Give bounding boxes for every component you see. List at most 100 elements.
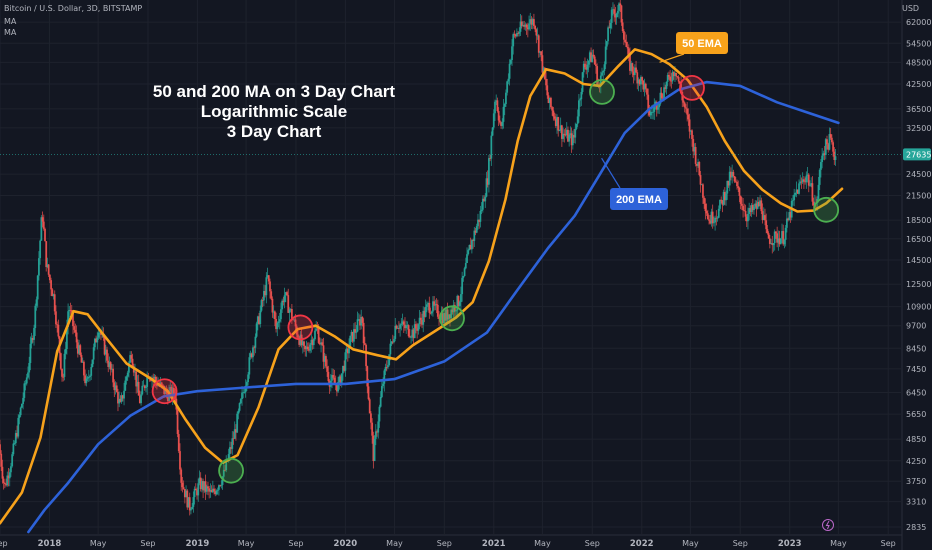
ema-200-pointer xyxy=(601,157,621,189)
x-tick-label: May xyxy=(830,539,847,548)
candle-body xyxy=(507,78,510,82)
candle-body xyxy=(590,52,592,63)
candle-body xyxy=(34,305,37,328)
candle-body xyxy=(351,331,354,342)
candle-body xyxy=(708,219,710,221)
candle-body xyxy=(169,387,172,391)
candle-body xyxy=(480,209,483,211)
candle-body xyxy=(2,478,5,484)
candle-body xyxy=(373,438,376,462)
candle-body xyxy=(618,3,620,11)
candle-body xyxy=(640,77,642,85)
candle-body xyxy=(131,358,134,367)
candle-body xyxy=(346,348,349,354)
candle-body xyxy=(810,183,813,186)
candle-body xyxy=(62,376,65,378)
candle-body xyxy=(771,243,774,246)
y-tick-label: 18500 xyxy=(906,216,931,225)
y-tick-label: 5650 xyxy=(906,410,926,419)
candle-body xyxy=(87,377,90,378)
candle-body xyxy=(97,332,100,338)
candle-body xyxy=(658,103,661,108)
candle-body xyxy=(595,64,597,67)
indicator-ma-1[interactable]: MA xyxy=(4,17,17,26)
candle-body xyxy=(445,309,448,321)
candle-body xyxy=(59,353,62,369)
lightning-icon xyxy=(822,519,834,531)
y-tick-label: 6450 xyxy=(906,389,926,398)
candle-body xyxy=(733,176,736,182)
candle-body xyxy=(310,339,313,345)
candle-body xyxy=(41,217,44,222)
candle-body xyxy=(396,327,399,329)
candle-body xyxy=(230,447,232,449)
candle-body xyxy=(74,329,77,333)
candle-body xyxy=(828,134,831,150)
candle-body xyxy=(100,332,102,335)
candle-body xyxy=(298,337,301,345)
candle-body xyxy=(96,337,99,343)
candle-body xyxy=(736,181,738,187)
candle-body xyxy=(255,323,258,337)
candle-body xyxy=(180,469,183,483)
x-tick-label: 2018 xyxy=(38,539,62,549)
candle-body xyxy=(757,201,760,207)
candle-body xyxy=(171,387,174,398)
axes: 62000 54500 48500 42500 36500 32500 24500 21500… xyxy=(0,18,931,549)
candle-body xyxy=(609,22,612,29)
candle-body xyxy=(75,332,78,343)
candle-body xyxy=(238,403,241,411)
candle-body xyxy=(663,87,665,99)
candle-body xyxy=(456,295,459,311)
candle-body xyxy=(65,326,68,349)
ema-50-label: 50 EMA xyxy=(682,38,722,50)
candle-body xyxy=(451,309,454,313)
candle-body xyxy=(239,399,242,404)
candle-body xyxy=(699,175,702,185)
candle-body xyxy=(432,301,434,312)
indicator-ma-2[interactable]: MA xyxy=(4,28,17,37)
y-tick-label: 2835 xyxy=(906,523,926,532)
candle-body xyxy=(677,77,680,82)
candle-body xyxy=(518,31,521,34)
candle-body xyxy=(616,10,619,14)
candle-body xyxy=(353,329,355,342)
candle-body xyxy=(678,81,681,84)
candle-body xyxy=(492,113,495,128)
candle-body xyxy=(272,311,275,313)
candle-body xyxy=(740,203,743,206)
candle-body xyxy=(125,376,128,381)
candle-body xyxy=(106,349,108,361)
candle-body xyxy=(558,130,561,132)
x-tick-label: 2022 xyxy=(630,539,654,549)
candle-body xyxy=(395,325,398,329)
x-tick-label: 2020 xyxy=(334,539,358,549)
candle-body xyxy=(142,385,145,387)
candle-body xyxy=(674,73,676,77)
candle-body xyxy=(496,100,499,112)
candle-body xyxy=(666,75,669,82)
candle-body xyxy=(422,310,425,325)
candle-body xyxy=(525,24,528,28)
candle-body xyxy=(709,220,712,224)
candle-body xyxy=(483,198,485,202)
candle-body xyxy=(767,233,770,239)
candle-body xyxy=(7,475,10,479)
candle-body xyxy=(749,208,752,212)
lightning-icon xyxy=(825,520,830,530)
candle-body xyxy=(807,174,810,186)
candle-body xyxy=(615,13,618,18)
candle-body xyxy=(575,123,578,129)
candle-body xyxy=(366,366,369,387)
y-tick-label: 32500 xyxy=(906,124,931,133)
candle-body xyxy=(269,281,271,292)
candle-body xyxy=(45,241,48,268)
candle-body xyxy=(737,186,740,188)
candle-body xyxy=(801,179,804,183)
candle-body xyxy=(196,490,198,496)
candle-body xyxy=(795,189,798,193)
candle-body xyxy=(750,204,753,212)
candle-body xyxy=(794,192,797,195)
